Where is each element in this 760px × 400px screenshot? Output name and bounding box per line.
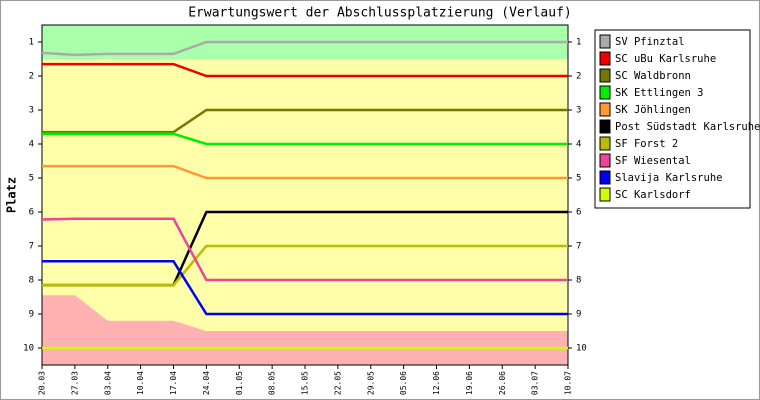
chart-title: Erwartungswert der Abschlussplatzierung … xyxy=(188,6,572,21)
legend-label: SC uBu Karlsruhe xyxy=(615,53,716,65)
legend-swatch xyxy=(599,68,611,83)
series-line xyxy=(42,108,568,134)
x-tick-label: 22.05 xyxy=(333,371,342,395)
x-tick-label: 19.06 xyxy=(465,371,474,395)
legend-label: SF Wiesental xyxy=(615,155,691,167)
y-tick-label: 6 xyxy=(29,208,34,218)
y-tick-label: 1 xyxy=(29,38,34,48)
y-tick-label: 3 xyxy=(576,106,581,116)
legend-swatch xyxy=(599,34,611,49)
legend-swatch xyxy=(599,85,611,100)
y-tick-label: 8 xyxy=(576,276,581,286)
legend-swatch xyxy=(599,102,611,117)
series-line xyxy=(42,132,568,146)
series-line xyxy=(42,260,568,316)
legend-label: SV Pfinztal xyxy=(615,36,685,48)
legend-swatch xyxy=(599,136,611,151)
y-tick-label: 5 xyxy=(576,174,581,184)
x-tick-label: 15.05 xyxy=(301,371,310,395)
x-tick-label: 17.04 xyxy=(169,371,178,395)
x-tick-label: 10.07 xyxy=(564,371,573,395)
x-tick-label: 24.04 xyxy=(202,371,211,395)
series-line xyxy=(41,40,568,57)
legend-label: SC Karlsdorf xyxy=(615,189,691,201)
y-tick-label: 6 xyxy=(576,208,581,218)
legend-box xyxy=(594,29,751,209)
y-tick-label: 1 xyxy=(576,38,581,48)
y-tick-label: 4 xyxy=(29,140,34,150)
legend-label: SC Waldbronn xyxy=(615,70,691,82)
y-tick-label: 2 xyxy=(576,72,581,82)
x-tick-label: 27.03 xyxy=(70,371,79,395)
legend-label: Slavija Karlsruhe xyxy=(615,172,722,184)
series-line xyxy=(42,244,568,287)
x-tick-label: 26.06 xyxy=(498,371,507,395)
legend-swatch xyxy=(599,153,611,168)
legend-label: SF Forst 2 xyxy=(615,138,678,150)
series-line xyxy=(42,62,568,78)
x-tick-label: 20.03 xyxy=(38,371,47,395)
y-tick-label: 2 xyxy=(29,72,34,82)
x-tick-label: 29.05 xyxy=(366,371,375,395)
y-axis-label: Platz xyxy=(5,177,19,213)
legend-label: SK Jöhlingen xyxy=(615,104,691,116)
x-tick-label: 03.04 xyxy=(103,371,112,395)
y-tick-label: 9 xyxy=(576,310,581,320)
x-tick-label: 01.05 xyxy=(235,371,244,395)
legend-swatch xyxy=(599,187,611,202)
y-tick-label: 7 xyxy=(576,242,581,252)
y-tick-label: 5 xyxy=(29,174,34,184)
legend-swatch xyxy=(599,170,611,185)
legend: SV Pfinztal SC uBu Karlsruhe SC Waldbronn S… xyxy=(594,29,760,209)
y-tick-label: 4 xyxy=(576,140,581,150)
x-tick-label: 05.06 xyxy=(399,371,408,395)
y-tick-label: 9 xyxy=(29,310,34,320)
series-line xyxy=(42,164,568,180)
legend-label: SK Ettlingen 3 xyxy=(615,87,704,99)
legend-swatch xyxy=(599,119,611,134)
series-line xyxy=(41,217,568,282)
y-tick-label: 7 xyxy=(29,242,34,252)
x-tick-label: 12.06 xyxy=(432,371,441,395)
y-tick-label: 10 xyxy=(576,344,587,354)
x-tick-label: 08.05 xyxy=(268,371,277,395)
y-tick-label: 3 xyxy=(29,106,34,116)
x-tick-label: 03.07 xyxy=(531,371,540,395)
y-tick-label: 10 xyxy=(23,344,34,354)
legend-swatch xyxy=(599,51,611,66)
legend-label: Post Südstadt Karlsruhe xyxy=(615,121,760,133)
x-tick-label: 10.04 xyxy=(136,371,145,395)
y-tick-label: 8 xyxy=(29,276,34,286)
